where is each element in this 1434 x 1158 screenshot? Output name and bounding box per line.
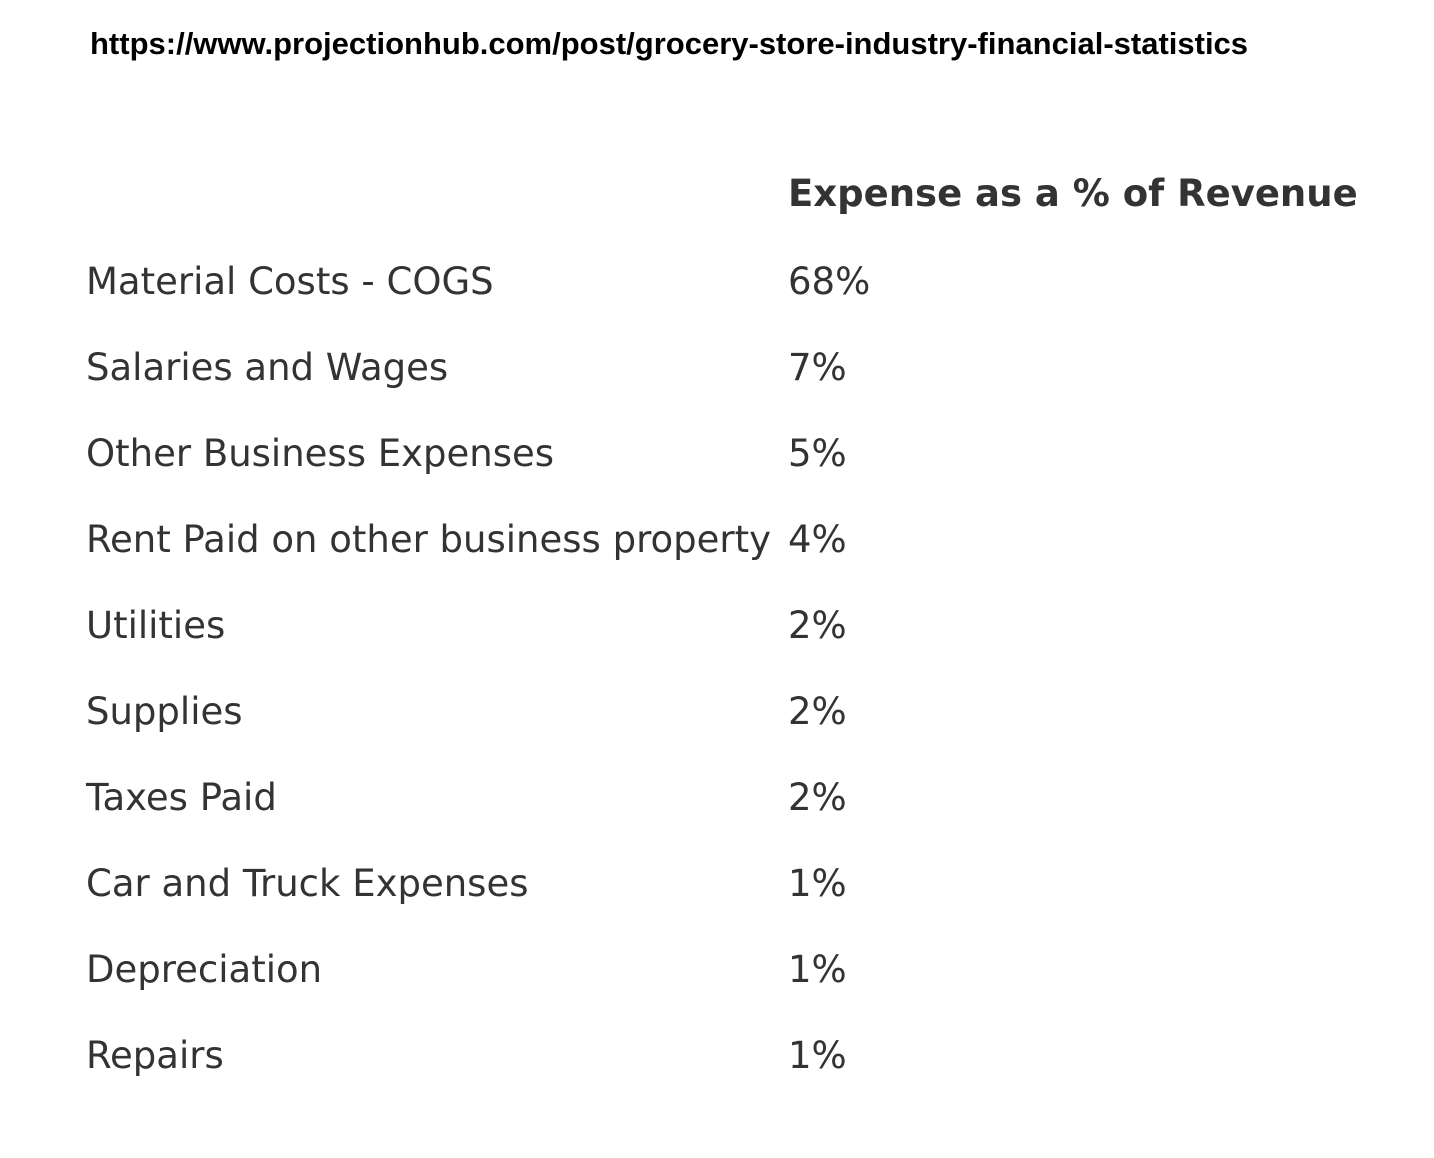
row-value: 1% [788, 1034, 847, 1077]
row-value: 68% [788, 260, 871, 303]
row-label: Depreciation [86, 948, 323, 991]
row-label: Utilities [86, 604, 226, 647]
row-value: 7% [788, 346, 847, 389]
row-value: 5% [788, 432, 847, 475]
row-value: 1% [788, 948, 847, 991]
row-label: Salaries and Wages [86, 346, 449, 389]
row-label: Car and Truck Expenses [86, 862, 529, 905]
source-url: https://www.projectionhub.com/post/groce… [90, 26, 1249, 61]
row-value: 1% [788, 862, 847, 905]
row-label: Other Business Expenses [86, 432, 555, 475]
row-value: 4% [788, 518, 847, 561]
row-label: Rent Paid on other business property [86, 518, 771, 561]
row-label: Repairs [86, 1034, 224, 1077]
column-header: Expense as a % of Revenue [788, 172, 1358, 215]
row-label: Supplies [86, 690, 243, 733]
row-value: 2% [788, 776, 847, 819]
row-value: 2% [788, 604, 847, 647]
row-label: Taxes Paid [86, 776, 277, 819]
row-value: 2% [788, 690, 847, 733]
row-label: Material Costs - COGS [86, 260, 494, 303]
